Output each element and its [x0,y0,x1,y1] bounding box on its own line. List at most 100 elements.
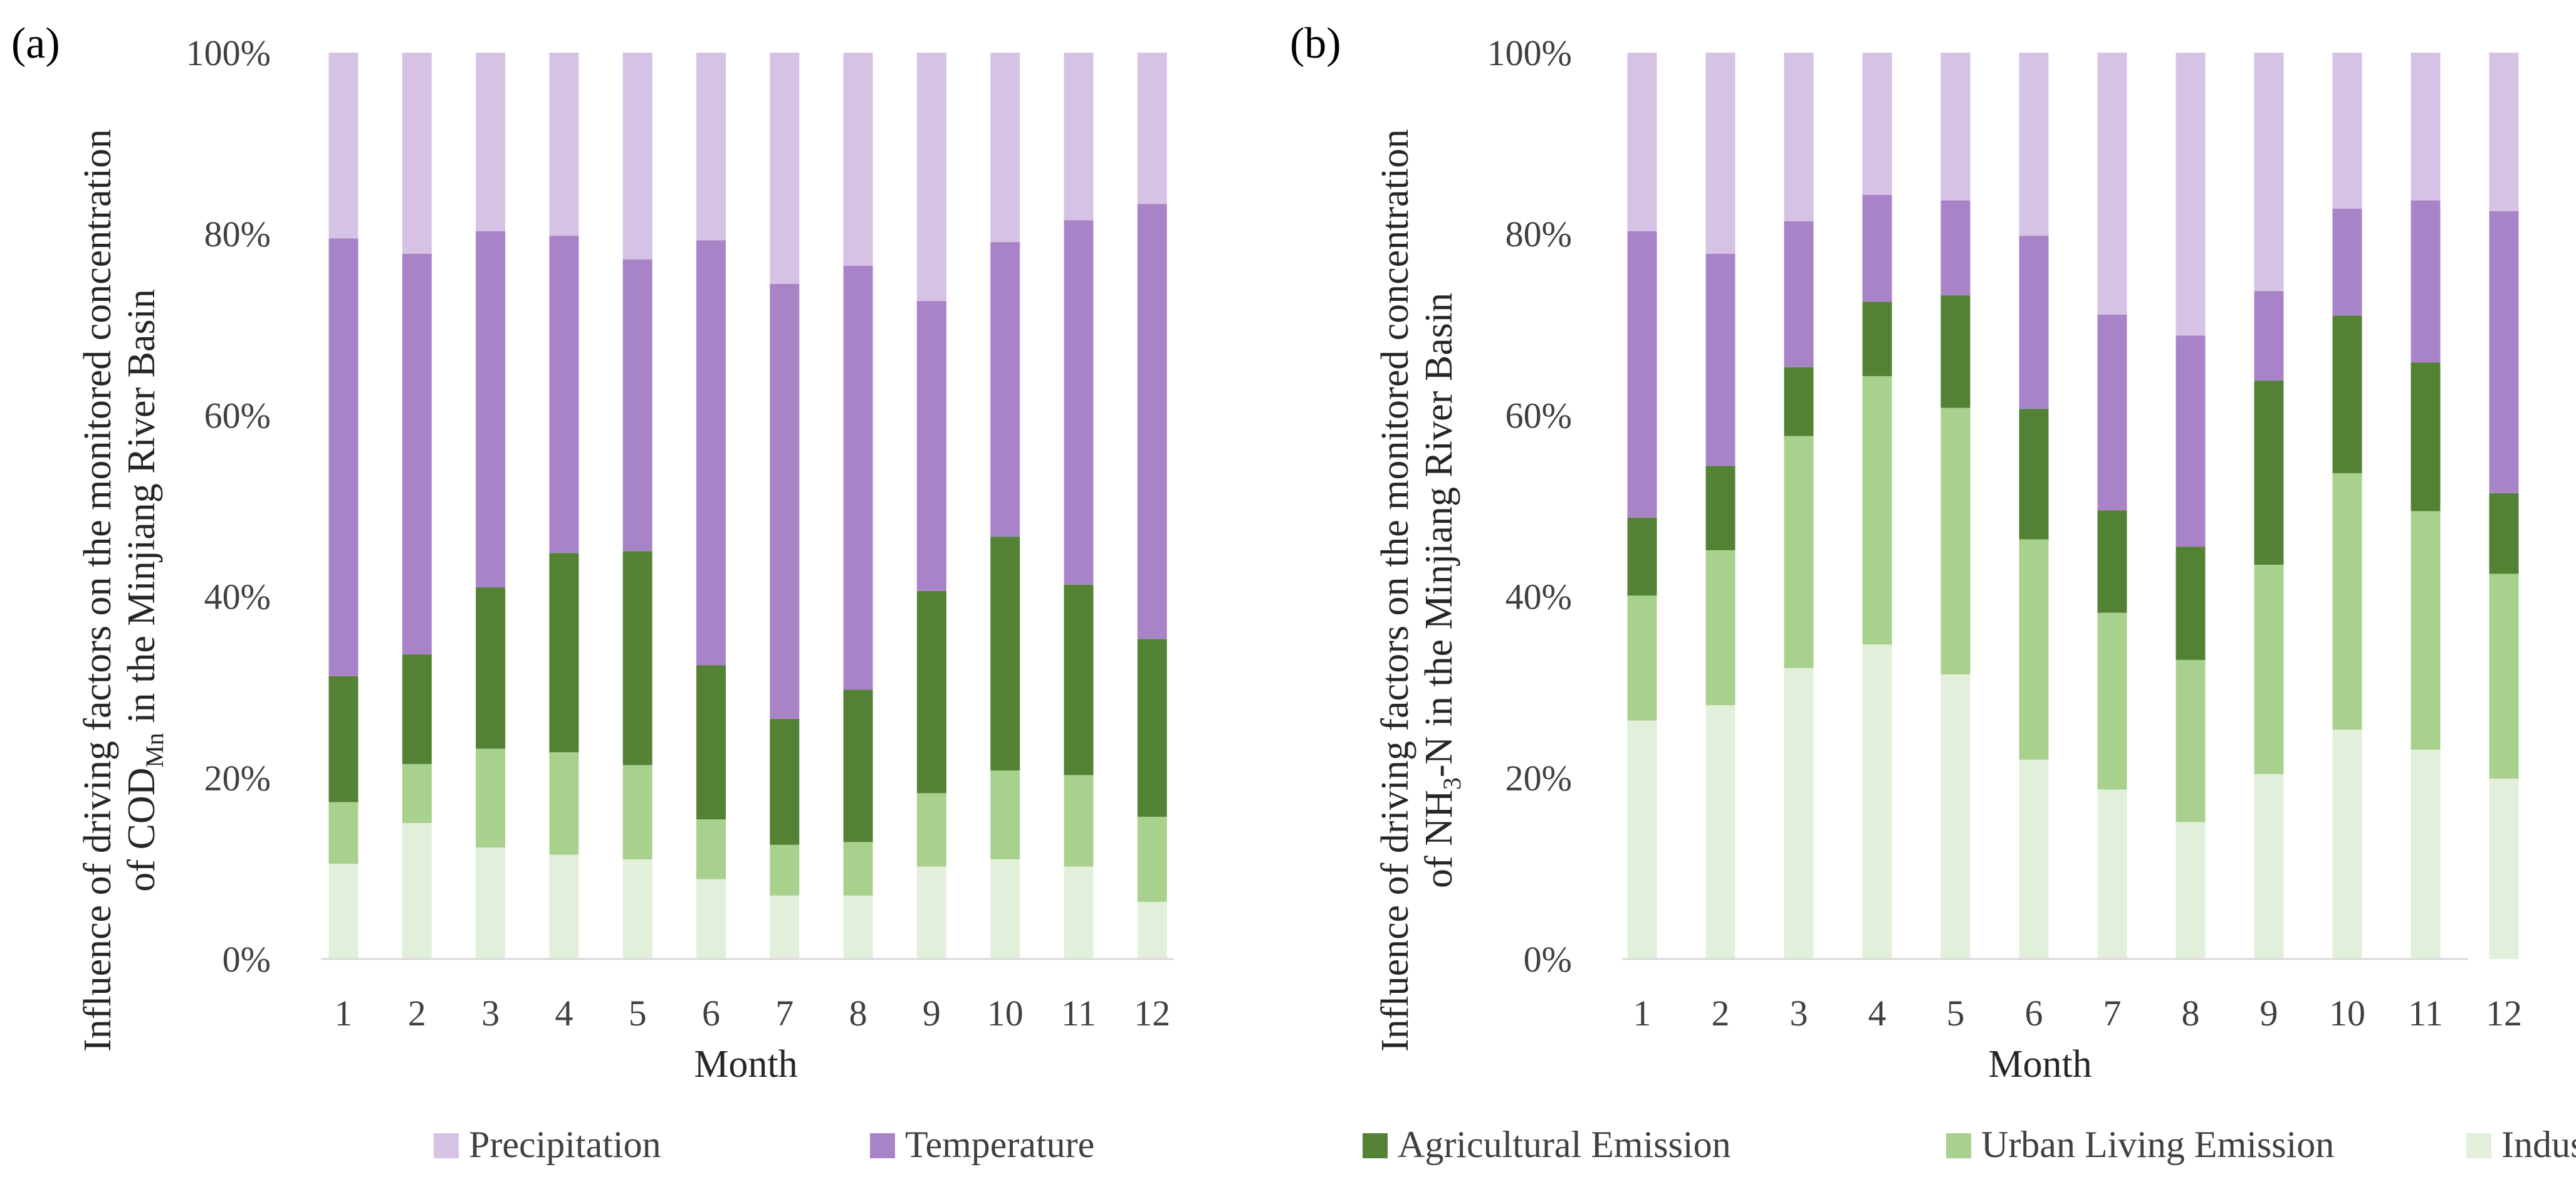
bar-agricultural-emission-month-3 [476,587,506,749]
bar-industrial-emission-month-1 [1627,720,1657,959]
legend-label-temperature: Temperature [905,1124,1094,1165]
bar-temperature-month-7 [2097,314,2127,511]
bar-industrial-emission-month-9 [916,866,946,959]
ylabel-b-line2-sub: 3 [1438,777,1466,790]
bar-industrial-emission-month-11 [2411,750,2441,959]
bar-agricultural-emission-month-9 [916,590,946,794]
legend: Precipitation Temperature Agricultural Emi… [434,1124,2576,1165]
bar-precipitation-month-2 [1705,53,1736,254]
bar-agricultural-emission-month-7 [2097,510,2127,613]
y-ticks-a: 0% 20% 40% 60% 80% 100% [186,33,271,980]
bar-temperature-month-8 [843,265,873,690]
ylabel-a-line2: of CODMn in the Minjiang River Basin [120,289,169,891]
panel-a: (a) Influence of driving factors on the … [11,19,1174,1086]
x-tick-label: 1 [1633,993,1652,1034]
bar-agricultural-emission-month-8 [843,689,873,842]
bar-industrial-emission-month-4 [549,854,579,959]
bar-precipitation-month-1 [328,53,359,239]
bar-temperature-month-1 [1627,231,1657,518]
bar-industrial-emission-month-7 [770,895,800,959]
bar-precipitation-month-4 [1862,53,1892,195]
bar-temperature-month-3 [1784,221,1814,367]
bar-industrial-emission-month-3 [1784,668,1814,959]
bar-urban-living-emission-month-5 [1940,407,1971,674]
bar-agricultural-emission-month-10 [990,537,1020,771]
bar-industrial-emission-month-6 [696,879,726,959]
bar-agricultural-emission-month-7 [770,718,800,845]
bar-temperature-month-11 [1064,220,1094,585]
y-tick-label: 100% [186,33,271,73]
bar-agricultural-emission-month-3 [1784,367,1814,436]
bar-urban-living-emission-month-10 [990,770,1020,859]
x-tick-label: 8 [849,993,867,1034]
bar-agricultural-emission-month-5 [1940,295,1971,408]
bar-precipitation-month-7 [2097,53,2127,315]
x-tick-label: 9 [923,993,941,1034]
bar-temperature-month-5 [1940,200,1971,296]
bar-precipitation-month-3 [1784,53,1814,221]
ylabel-a-line2-sub: Mn [140,733,169,768]
bar-agricultural-emission-month-2 [1705,466,1736,550]
bar-agricultural-emission-month-10 [2332,315,2362,473]
y-tick-label: 60% [204,395,271,436]
legend-swatch-precipitation [434,1133,459,1158]
panel-label-b: (b) [1290,19,1341,68]
x-tick-label: 7 [2103,993,2122,1034]
bar-agricultural-emission-month-6 [2019,409,2049,540]
bar-industrial-emission-month-1 [328,864,359,959]
bar-urban-living-emission-month-3 [1784,436,1814,668]
y-tick-label: 80% [204,214,271,254]
x-tick-label: 8 [2182,993,2200,1034]
x-tick-label: 3 [481,993,500,1034]
bar-industrial-emission-month-3 [476,847,506,959]
legend-swatch-agricultural-emission [1363,1133,1388,1158]
legend-swatch-temperature [870,1133,895,1158]
x-tick-label: 11 [2408,993,2443,1034]
bar-temperature-month-6 [696,240,726,666]
bar-agricultural-emission-month-6 [696,665,726,820]
bar-industrial-emission-month-4 [1862,644,1892,959]
bar-temperature-month-12 [2489,211,2519,493]
bar-precipitation-month-11 [2411,53,2441,201]
legend-label-precipitation: Precipitation [469,1124,661,1165]
bar-temperature-month-7 [770,283,800,719]
bar-temperature-month-3 [476,231,506,588]
bar-precipitation-month-7 [770,53,800,284]
x-tick-label: 2 [408,993,426,1034]
bar-temperature-month-11 [2411,200,2441,363]
bar-agricultural-emission-month-1 [1627,517,1657,596]
bar-temperature-month-1 [328,238,359,676]
ylabel-b-line2: of NH3-N in the Minjiang River Basin [1418,293,1466,888]
ylabel-a-line2-post: in the Minjiang River Basin [120,289,163,733]
legend-label-industrial-emission: Industrial Emission [2501,1124,2576,1165]
bar-precipitation-month-10 [990,53,1020,243]
bar-temperature-month-9 [2254,291,2284,381]
ylabel-a-line2-pre: of COD [120,768,163,892]
bar-urban-living-emission-month-7 [2097,612,2127,790]
bar-agricultural-emission-month-4 [549,553,579,753]
x-tick-label: 11 [1061,993,1096,1034]
bar-precipitation-month-9 [2254,53,2284,291]
bar-temperature-month-5 [622,259,652,552]
legend-label-urban-living-emission: Urban Living Emission [1981,1124,2334,1165]
bar-urban-living-emission-month-1 [1627,595,1657,721]
bar-agricultural-emission-month-11 [1064,584,1094,775]
bar-industrial-emission-month-12 [1137,901,1167,959]
ylabel-b-line1: Influence of driving factors on the moni… [1374,129,1416,1052]
bar-industrial-emission-month-9 [2254,774,2284,959]
x-tick-label: 7 [775,993,793,1034]
bar-industrial-emission-month-11 [1064,866,1094,959]
bar-temperature-month-10 [2332,208,2362,316]
bar-urban-living-emission-month-4 [549,752,579,855]
y-tick-label: 40% [204,577,271,617]
y-tick-label: 60% [1505,395,1572,436]
bar-precipitation-month-2 [402,53,432,254]
bar-urban-living-emission-month-10 [2332,473,2362,730]
bar-temperature-month-10 [990,242,1020,537]
bar-precipitation-month-4 [549,53,579,236]
legend-swatch-urban-living-emission [1946,1133,1971,1158]
bar-precipitation-month-6 [696,53,726,241]
bar-urban-living-emission-month-4 [1862,376,1892,645]
bar-precipitation-month-3 [476,53,506,231]
